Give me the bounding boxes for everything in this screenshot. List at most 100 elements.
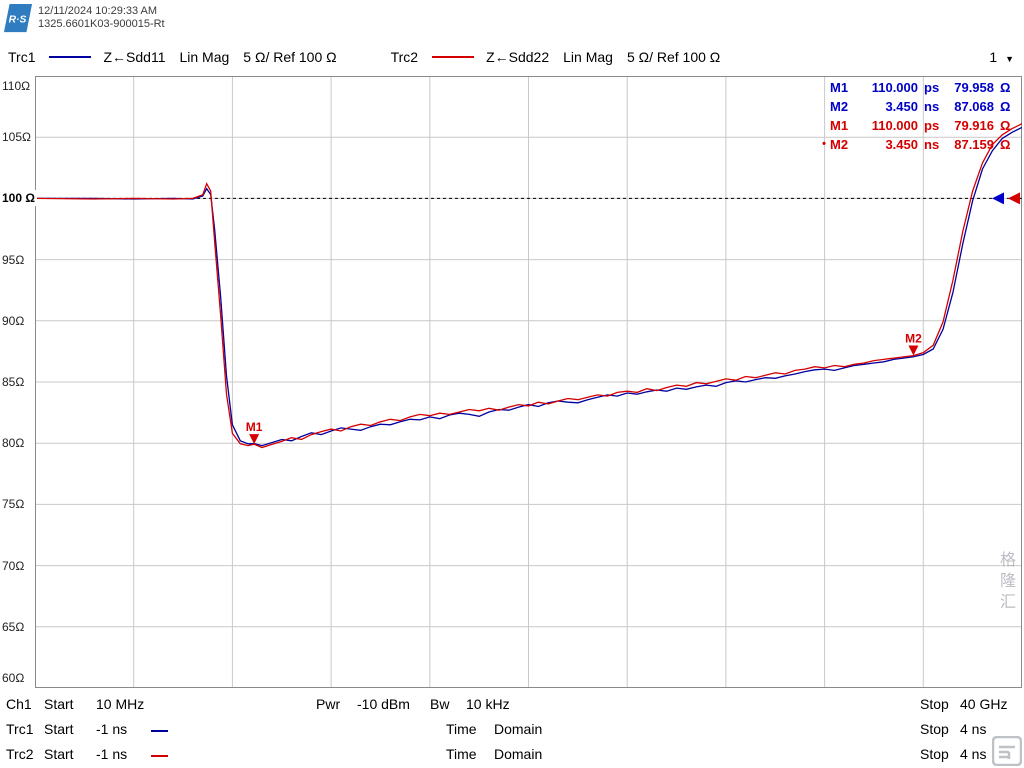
marker-value: 79.916	[954, 118, 994, 133]
ref-level-arrow-trc2[interactable]	[1008, 192, 1020, 205]
y-axis-label: 110Ω	[2, 78, 33, 94]
start-label: Start	[44, 721, 74, 737]
watermark-char: 格	[999, 552, 1016, 569]
start-frequency: 10 MHz	[96, 696, 145, 712]
stop-label: Stop	[920, 746, 949, 762]
marker-readout-row[interactable]: M1 110.000 ps 79.916 Ω	[818, 116, 1014, 135]
plot-frame	[35, 76, 1022, 688]
active-marker-bullet	[818, 78, 830, 97]
marker-readout-row[interactable]: M1 110.000 ps 79.958 Ω	[818, 78, 1014, 97]
marker-time: 110.000	[871, 118, 918, 133]
trc1-name: Trc1	[6, 721, 34, 737]
trc1-label[interactable]: Trc1	[8, 49, 36, 65]
marker-label: M2	[830, 137, 849, 152]
stop-label: Stop	[920, 696, 949, 712]
marker-value-unit: Ω	[1000, 118, 1011, 133]
rs-logo: R·S	[3, 3, 33, 33]
y-axis-label: 75Ω	[2, 496, 27, 512]
marker-time-unit: ps	[924, 118, 940, 133]
power-value: -10 dBm	[357, 696, 410, 712]
watermark-char: 隆	[999, 573, 1016, 590]
stop-frequency: 40 GHz	[960, 696, 1008, 712]
marker-M2-triangle-icon[interactable]	[908, 345, 919, 356]
marker-label: M1	[830, 118, 849, 133]
y-axis-label: 60Ω	[2, 670, 27, 686]
marker-value: 87.068	[954, 99, 994, 114]
trace-header: Trc1 Z←Sdd11 Lin Mag 5 Ω/ Ref 100 Ω Trc2…	[0, 40, 1024, 74]
marker-label: M1	[830, 80, 849, 95]
trc2-scale[interactable]: 5 Ω/ Ref 100 Ω	[626, 49, 721, 65]
trc1-mode-domain: Domain	[494, 721, 543, 737]
marker-value: 87.159	[954, 137, 994, 152]
marker-M1-triangle-icon[interactable]	[249, 434, 260, 445]
trace-Trc2-Z-Sdd22	[35, 123, 1022, 449]
trc1-start-time: -1 ns	[96, 721, 128, 737]
marker-M1-label: M1	[246, 420, 263, 434]
y-axis-label: 80Ω	[2, 435, 27, 451]
active-marker-bullet	[818, 97, 830, 116]
stop-label: Stop	[920, 721, 949, 737]
y-axis-reference-label: 100 Ω	[2, 190, 37, 206]
trc1-mode-time: Time	[446, 721, 477, 737]
watermark-char: 汇	[999, 594, 1016, 611]
trc2-measurement[interactable]: Z←Sdd22	[486, 49, 550, 65]
trc1-stop-time: 4 ns	[960, 721, 987, 737]
channel-number: 1	[989, 49, 998, 65]
marker-readout-row[interactable]: M2 3.450 ns 87.068 Ω	[818, 97, 1014, 116]
chart-area[interactable]: M1 M2 M1 110.000 ps 79.958 Ω M2 3.450 ns …	[35, 76, 1022, 688]
y-axis-label: 90Ω	[2, 313, 27, 329]
bandwidth-label: Bw	[430, 696, 450, 712]
channel-name: Ch1	[6, 696, 32, 712]
marker-label: M2	[830, 99, 849, 114]
marker-time-unit: ns	[924, 137, 940, 152]
trc1-measurement[interactable]: Z←Sdd11	[103, 49, 166, 65]
y-axis-label: 85Ω	[2, 374, 27, 390]
trc2-mode-domain: Domain	[494, 746, 543, 762]
trc1-color-swatch	[151, 730, 168, 732]
marker-value-unit: Ω	[1000, 80, 1011, 95]
trc2-stop-time: 4 ns	[960, 746, 987, 762]
y-axis-label: 95Ω	[2, 252, 27, 268]
start-label: Start	[44, 696, 74, 712]
marker-readout-panel: M1 110.000 ps 79.958 Ω M2 3.450 ns 87.06…	[818, 78, 1014, 154]
timestamp: 12/11/2024 10:29:33 AM	[38, 5, 158, 17]
marker-time-unit: ps	[924, 80, 940, 95]
trc2-color-swatch	[432, 56, 475, 58]
start-label: Start	[44, 746, 74, 762]
active-marker-bullet	[818, 116, 830, 135]
trace-Trc1-Z-Sdd11	[35, 126, 1022, 447]
trc2-format[interactable]: Lin Mag	[563, 49, 613, 65]
device-id: 1325.6601K03-900015-Rt	[38, 18, 165, 30]
channel-selector[interactable]: 1 ▼	[989, 49, 1014, 65]
trc2-name: Trc2	[6, 746, 34, 762]
y-axis-label: 105Ω	[2, 129, 33, 145]
y-axis-label: 65Ω	[2, 619, 27, 635]
trc1-color-swatch	[49, 56, 92, 58]
svg-text:R·S: R·S	[9, 15, 27, 26]
trc1-scale[interactable]: 5 Ω/ Ref 100 Ω	[243, 49, 337, 65]
bandwidth-value: 10 kHz	[466, 696, 510, 712]
trc2-color-swatch	[151, 755, 168, 757]
footer: Ch1 Start 10 MHz Pwr -10 dBm Bw 10 kHz S…	[0, 692, 1024, 768]
marker-M2-label: M2	[905, 332, 922, 346]
watermark-logo-icon	[992, 736, 1022, 766]
marker-time-unit: ns	[924, 99, 940, 114]
y-axis-label: 70Ω	[2, 558, 27, 574]
marker-time: 110.000	[871, 80, 918, 95]
trc2-mode-time: Time	[446, 746, 477, 762]
trc2-label[interactable]: Trc2	[390, 49, 419, 65]
marker-value-unit: Ω	[1000, 99, 1011, 114]
top-bar: R·S 12/11/2024 10:29:33 AM 1325.6601K03-…	[0, 0, 1024, 40]
marker-time: 3.450	[885, 99, 918, 114]
chart-svg[interactable]: M1 M2	[35, 76, 1022, 688]
marker-time: 3.450	[885, 137, 918, 152]
trc2-start-time: -1 ns	[96, 746, 128, 762]
marker-value: 79.958	[954, 80, 994, 95]
marker-readout-row[interactable]: • M2 3.450 ns 87.159 Ω	[818, 135, 1014, 154]
trc1-format[interactable]: Lin Mag	[179, 49, 230, 65]
marker-value-unit: Ω	[1000, 137, 1011, 152]
ref-level-arrow-trc1[interactable]	[992, 192, 1004, 205]
chevron-down-icon: ▼	[1005, 54, 1014, 64]
power-label: Pwr	[316, 696, 341, 712]
